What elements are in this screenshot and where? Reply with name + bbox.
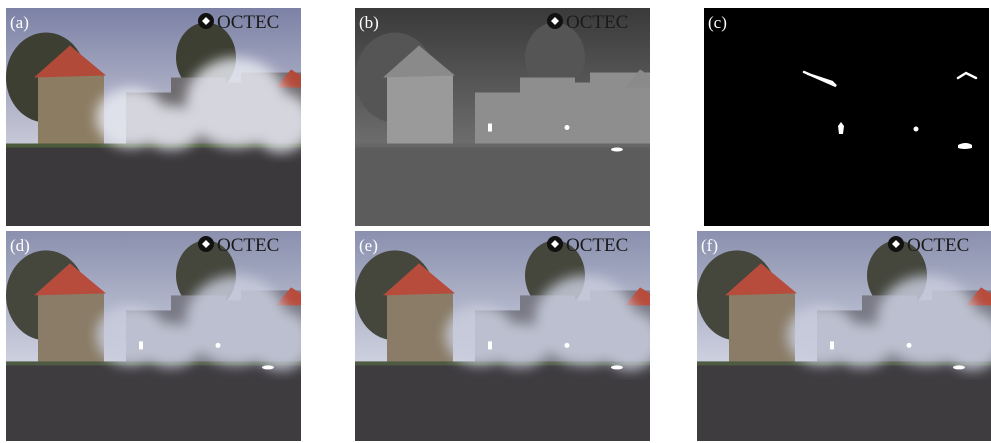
scene	[697, 231, 991, 441]
ground	[6, 365, 301, 441]
panel-image: (a) OCTEC	[6, 8, 301, 226]
hot-spot	[907, 343, 912, 348]
watermark: OCTEC	[217, 235, 279, 256]
watermark: OCTEC	[566, 235, 628, 256]
scene	[355, 231, 650, 441]
panel-image: (f) OCTEC	[697, 231, 991, 441]
panel: (b) OCTEC	[355, 8, 650, 226]
hot-spot	[565, 343, 570, 348]
building	[625, 78, 650, 148]
panel-label: (a)	[10, 13, 29, 32]
hot-spot	[830, 341, 834, 349]
building-wall	[38, 76, 104, 148]
scene	[6, 8, 301, 226]
panel: (d) OCTEC	[6, 231, 301, 441]
hot-spot	[216, 343, 221, 348]
hot-spot	[139, 341, 143, 349]
panel-image: (e) OCTEC	[355, 231, 650, 441]
panel-label: (b)	[359, 13, 379, 32]
panel-label: (d)	[10, 236, 30, 255]
hot-spot	[914, 127, 919, 132]
panel: (e) OCTEC	[355, 231, 650, 441]
panel: (f) OCTEC	[697, 231, 991, 441]
background	[704, 8, 989, 226]
panel-label: (e)	[359, 236, 378, 255]
building-wall	[38, 293, 104, 365]
watermark: OCTEC	[566, 12, 628, 33]
scene	[355, 8, 650, 226]
scene	[704, 8, 989, 226]
building-wall	[387, 76, 453, 148]
hot-spot	[611, 365, 623, 369]
building-wall	[387, 293, 453, 365]
panel-label: (f)	[701, 236, 718, 255]
watermark: OCTEC	[217, 12, 279, 33]
ground	[355, 148, 650, 226]
panel-label: (c)	[708, 13, 727, 32]
scene	[6, 231, 301, 441]
watermark: OCTEC	[907, 235, 969, 256]
panel-image: (d) OCTEC	[6, 231, 301, 441]
hot-spot	[953, 365, 965, 369]
ground	[6, 148, 301, 226]
hot-spot	[565, 125, 570, 130]
hot-spot	[262, 365, 274, 369]
building-wall	[729, 293, 795, 365]
panel: (a) OCTEC	[6, 8, 301, 226]
ground	[355, 365, 650, 441]
panel-image: (b) OCTEC	[355, 8, 650, 226]
ground	[697, 365, 991, 441]
hot-spot	[488, 341, 492, 349]
hot-spot	[611, 148, 623, 152]
panel-image: (c)	[704, 8, 989, 226]
hot-spot	[488, 124, 492, 132]
panel: (c)	[704, 8, 989, 226]
figure: (a)OCTEC (b)OCTEC (c) (d)OCTEC (e)OCTEC …	[0, 0, 991, 443]
